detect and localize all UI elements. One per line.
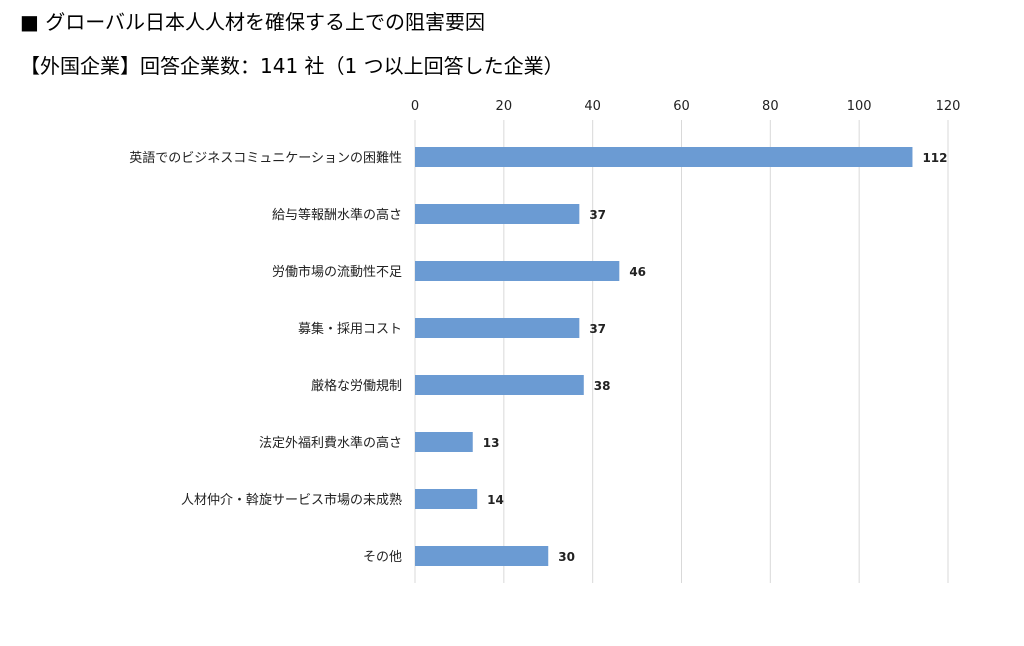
chart-title: ■ グローバル日本人人材を確保する上での阻害要因: [20, 10, 486, 34]
data-label: 30: [558, 550, 575, 564]
data-label: 46: [629, 265, 646, 279]
data-label: 14: [487, 493, 504, 507]
data-label: 112: [922, 151, 947, 165]
bar: [415, 375, 584, 395]
bar: [415, 261, 620, 281]
category-label: 英語でのビジネスコミュニケーションの困難性: [129, 150, 402, 166]
x-tick-label: 100: [847, 99, 872, 114]
bar: [415, 204, 580, 224]
category-label: その他: [363, 550, 402, 565]
category-label: 募集・採用コスト: [298, 321, 402, 337]
bar: [415, 432, 473, 452]
category-label: 給与等報酬水準の高さ: [272, 207, 402, 223]
bar: [415, 546, 549, 566]
bar: [415, 318, 580, 338]
x-tick-label: 40: [584, 99, 601, 114]
bar: [415, 489, 478, 509]
x-tick-label: 60: [673, 99, 690, 114]
x-tick-label: 0: [411, 99, 419, 114]
x-tick-label: 20: [496, 99, 513, 114]
category-label: 厳格な労働規制: [311, 378, 402, 394]
data-label: 37: [589, 208, 606, 222]
category-label: 人材仲介・斡旋サービス市場の未成熟: [181, 492, 402, 508]
category-label: 法定外福利費水準の高さ: [259, 435, 402, 451]
data-label: 38: [594, 379, 611, 393]
category-label: 労働市場の流動性不足: [272, 264, 402, 280]
x-tick-label: 120: [936, 99, 961, 114]
chart-subtitle: 【外国企業】回答企業数：141 社（1 つ以上回答した企業）: [20, 54, 564, 78]
data-label: 13: [483, 436, 500, 450]
bar: [415, 147, 913, 167]
x-tick-label: 80: [762, 99, 779, 114]
data-label: 37: [589, 322, 606, 336]
